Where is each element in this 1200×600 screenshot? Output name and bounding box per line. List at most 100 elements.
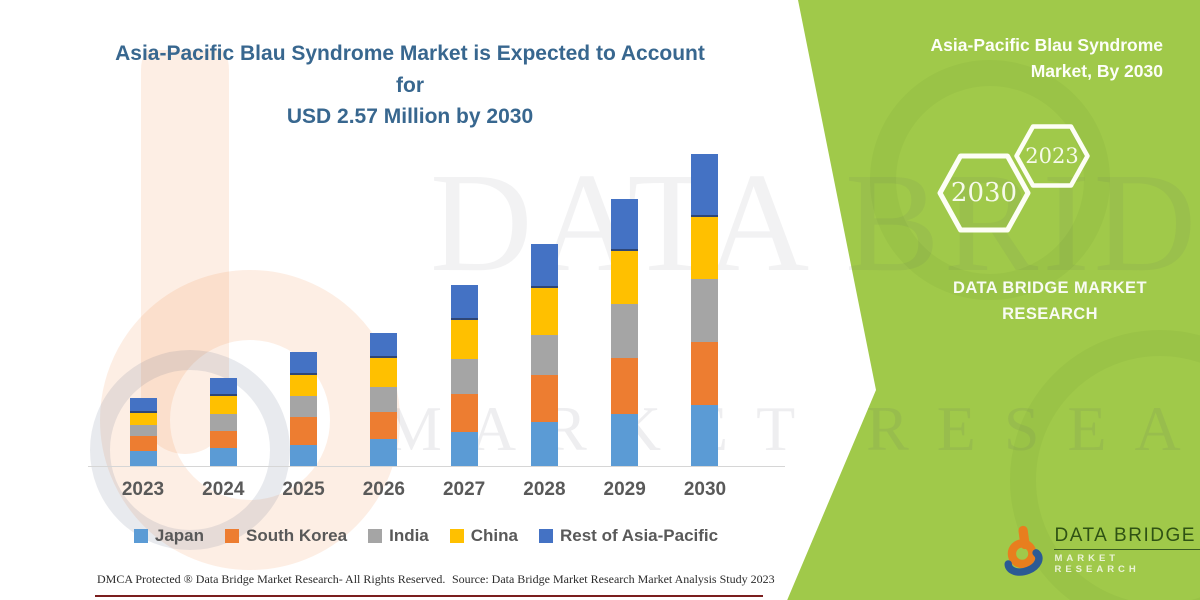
bar-segment-india — [611, 304, 639, 358]
bar-segment-china — [450, 320, 478, 359]
bar-segment-south-korea — [370, 412, 398, 439]
bar-segment-rest-of-asia-pacific — [611, 199, 639, 251]
data-bridge-logo: DATA BRIDGE MARKET RESEARCH — [998, 524, 1200, 576]
bar-segment-rest-of-asia-pacific — [290, 352, 318, 375]
bar-segment-china — [290, 375, 318, 396]
bar-group-2023: 2023 — [105, 130, 181, 500]
hexagon-2030-label: 2030 — [950, 178, 1018, 208]
bar-segment-india — [691, 279, 719, 342]
legend-swatch-icon — [539, 529, 553, 543]
data-bridge-logo-icon — [1004, 525, 1043, 576]
legend-item-japan: Japan — [133, 526, 205, 546]
bar-segment-japan — [370, 439, 398, 466]
bar-group-2024: 2024 — [185, 130, 261, 500]
bar-segment-japan — [691, 405, 719, 466]
legend-label: India — [389, 526, 429, 545]
bar-segment-south-korea — [530, 375, 558, 422]
legend-item-china: China — [449, 526, 518, 546]
stacked-bar-2030 — [691, 154, 719, 466]
x-axis-label-2025: 2025 — [282, 479, 325, 500]
bar-segment-china — [129, 413, 157, 425]
legend-swatch-icon — [449, 529, 464, 543]
bar-group-2028: 2028 — [506, 130, 582, 500]
stacked-bar-2028 — [530, 244, 558, 466]
stacked-bar-2027 — [450, 285, 478, 466]
bar-segment-china — [370, 358, 398, 387]
legend-item-india: India — [368, 526, 429, 546]
bar-segment-india — [129, 425, 157, 436]
bar-segment-china — [530, 288, 558, 335]
hexagon-outline-icon — [937, 153, 1031, 233]
stacked-bar-2024 — [209, 378, 237, 466]
x-axis-label-2030: 2030 — [683, 479, 727, 500]
bar-segment-rest-of-asia-pacific — [129, 398, 157, 413]
bar-segment-japan — [290, 445, 318, 466]
bar-segment-south-korea — [691, 342, 719, 405]
hexagon-badge-2023: 2023 — [1014, 124, 1090, 188]
bar-segment-japan — [530, 422, 558, 466]
legend-swatch-icon — [368, 529, 383, 543]
bar-segment-south-korea — [129, 436, 157, 451]
legend-label: South Korea — [246, 526, 348, 545]
bar-segment-japan — [209, 448, 237, 466]
bar-group-2029: 2029 — [587, 130, 663, 500]
side-panel-title-line1: Asia-Pacific Blau Syndrome — [930, 35, 1163, 55]
bar-group-2030: 2030 — [667, 130, 743, 500]
bars-row: 2023 2024 2025 2026 2027 2028 2029 2030 — [105, 130, 743, 500]
bar-segment-japan — [611, 414, 639, 466]
legend-swatch-icon — [225, 529, 240, 543]
bar-segment-rest-of-asia-pacific — [209, 378, 237, 396]
bar-segment-india — [450, 359, 478, 394]
hexagon-outline-icon — [1014, 124, 1090, 188]
logo-title: DATA BRIDGE — [1054, 525, 1200, 550]
x-axis-label-2026: 2026 — [362, 479, 405, 500]
bar-segment-india — [370, 387, 398, 412]
dmca-text: DMCA Protected ® Data Bridge Market Rese… — [97, 572, 446, 586]
legend-label: Rest of Asia-Pacific — [560, 526, 719, 545]
bar-segment-india — [290, 396, 318, 417]
x-axis-label-2027: 2027 — [442, 479, 486, 500]
stacked-bar-2029 — [611, 199, 639, 466]
hexagon-badge-2030: 2030 — [937, 153, 1031, 233]
legend-label: China — [470, 526, 518, 545]
bar-segment-india — [209, 414, 237, 431]
x-axis-label-2023: 2023 — [121, 479, 165, 500]
legend-item-rest-of-asia-pacific: Rest of Asia-Pacific — [539, 526, 718, 546]
bar-group-2025: 2025 — [266, 130, 342, 500]
page-title-line1: Asia-Pacific Blau Syndrome Market is Exp… — [115, 42, 705, 97]
logo-text: DATA BRIDGE MARKET RESEARCH — [1054, 525, 1200, 575]
bar-segment-china — [611, 251, 639, 304]
footer-divider — [95, 595, 763, 597]
bar-segment-rest-of-asia-pacific — [691, 154, 719, 217]
bar-segment-south-korea — [450, 394, 478, 432]
brand-text: DATA BRIDGE MARKET RESEARCH — [953, 279, 1147, 323]
page-title: Asia-Pacific Blau Syndrome Market is Exp… — [105, 38, 715, 133]
legend-item-south-korea: South Korea — [225, 526, 347, 546]
stacked-bar-chart: 2023 2024 2025 2026 2027 2028 2029 2030 — [105, 130, 743, 500]
bar-segment-south-korea — [209, 431, 237, 448]
x-axis-label-2024: 2024 — [202, 479, 245, 500]
source-text: Source: Data Bridge Market Research Mark… — [452, 572, 775, 586]
stacked-bar-2025 — [290, 352, 318, 466]
bar-segment-south-korea — [290, 417, 318, 445]
page-title-line2: USD 2.57 Million by 2030 — [286, 105, 534, 128]
side-panel-title-line2: Market, By 2030 — [1030, 61, 1163, 82]
x-axis-line — [88, 466, 785, 467]
x-axis-label-2028: 2028 — [523, 479, 566, 500]
side-panel-title: Asia-Pacific Blau Syndrome Market, By 20… — [853, 32, 1163, 85]
bar-group-2027: 2027 — [426, 130, 502, 500]
bar-segment-rest-of-asia-pacific — [530, 244, 558, 288]
bar-segment-china — [691, 217, 719, 279]
bar-segment-india — [530, 335, 558, 375]
bar-segment-japan — [450, 432, 478, 466]
bar-segment-china — [209, 396, 237, 414]
bar-segment-rest-of-asia-pacific — [370, 333, 398, 358]
legend-swatch-icon — [133, 529, 148, 543]
x-axis-label-2029: 2029 — [603, 479, 646, 500]
bar-group-2026: 2026 — [346, 130, 422, 500]
legend-label: Japan — [154, 526, 205, 545]
bar-segment-south-korea — [611, 358, 639, 414]
bar-segment-rest-of-asia-pacific — [450, 285, 478, 320]
logo-subtitle: MARKET RESEARCH — [1054, 553, 1140, 575]
